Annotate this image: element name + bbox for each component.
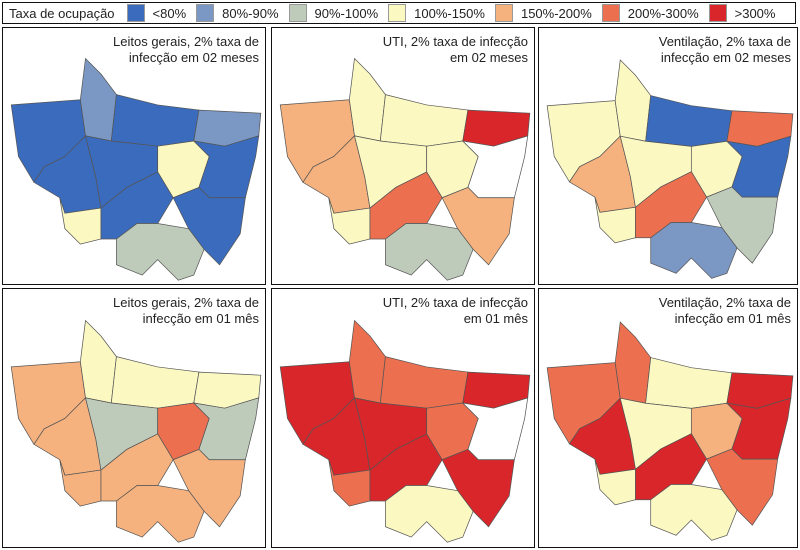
map-region (110, 94, 200, 147)
map-panel: Ventilação, 2% taxa de infecção em 02 mes… (538, 27, 798, 285)
panel-caption: Ventilação, 2% taxa de infecção em 02 mes… (659, 34, 791, 66)
caption-line1: UTI, 2% taxa de infecção (382, 295, 528, 310)
map-region (116, 223, 205, 281)
map-panel: Leitos gerais, 2% taxa de infecção em 02 … (2, 27, 266, 285)
legend-label: <80% (152, 5, 187, 21)
caption-line2: em 02 meses (449, 50, 528, 65)
legend-item: 80%-90% (196, 4, 279, 22)
map-region (645, 95, 733, 147)
map-region (385, 223, 474, 281)
map-region (614, 59, 652, 142)
caption-line1: Leitos gerais, 2% taxa de (113, 34, 259, 49)
map-region (110, 356, 200, 409)
caption-line1: UTI, 2% taxa de infecção (382, 34, 528, 49)
panel-caption: Leitos gerais, 2% taxa de infecção em 01 … (113, 295, 259, 327)
panel-caption: UTI, 2% taxa de infecção em 01 mês (383, 295, 528, 327)
panel-caption: Leitos gerais, 2% taxa de infecção em 02 … (113, 34, 259, 66)
legend-swatch (388, 4, 407, 22)
caption-line2: infecção em 02 meses (128, 50, 259, 65)
map-legend: Taxa de ocupação <80% 80%-90% 90%-100% 100%… (2, 2, 796, 24)
map-region (79, 319, 117, 404)
map (279, 57, 531, 281)
legend-item: <80% (126, 4, 187, 22)
panel-caption: Ventilação, 2% taxa de infecção em 01 mês (659, 295, 791, 327)
legend-swatch (126, 4, 145, 22)
caption-line2: infecção em 01 mês (674, 311, 791, 326)
map-region (645, 357, 733, 409)
map (546, 59, 794, 279)
legend-swatch (196, 4, 215, 22)
legend-item: >300% (708, 4, 776, 22)
caption-line2: em 01 mês (463, 311, 528, 326)
map-region (348, 319, 386, 404)
legend-label: 100%-150% (414, 5, 485, 21)
map-panel: Leitos gerais, 2% taxa de infecção em 01 … (2, 288, 266, 548)
map-region (116, 485, 205, 543)
caption-line2: infecção em 02 meses (660, 50, 791, 65)
map-region (614, 321, 652, 404)
legend-label: 80%-90% (222, 5, 279, 21)
map (279, 319, 531, 543)
map-panel: UTI, 2% taxa de infecção em 01 mês (271, 288, 535, 548)
map (10, 57, 262, 281)
map-panel: Ventilação, 2% taxa de infecção em 01 mês (538, 288, 798, 548)
map-grid: Leitos gerais, 2% taxa de infecção em 02 … (2, 27, 798, 548)
legend-label: 200%-300% (627, 5, 699, 21)
legend-item: 150%-200% (494, 4, 592, 22)
legend-swatch (601, 4, 620, 22)
legend-swatch (288, 4, 307, 22)
map (546, 321, 794, 541)
legend-label: 90%-100% (314, 5, 379, 21)
map-region (650, 222, 738, 279)
caption-line1: Ventilação, 2% taxa de (658, 295, 791, 310)
legend-item: 100%-150% (388, 4, 485, 22)
legend-swatch (708, 4, 727, 22)
legend-label: 150%-200% (520, 5, 592, 21)
legend-item: 200%-300% (601, 4, 699, 22)
map-panel: UTI, 2% taxa de infecção em 02 meses (271, 27, 535, 285)
map-region (379, 356, 469, 409)
map-region (379, 94, 469, 147)
legend-label: >300% (734, 5, 776, 21)
caption-line1: Leitos gerais, 2% taxa de (113, 295, 259, 310)
map-region (650, 484, 738, 541)
panel-caption: UTI, 2% taxa de infecção em 02 meses (383, 34, 528, 66)
map-region (348, 57, 386, 142)
map-region (79, 57, 117, 142)
legend-swatch (494, 4, 513, 22)
caption-line1: Ventilação, 2% taxa de (658, 34, 791, 49)
caption-line2: infecção em 01 mês (142, 311, 259, 326)
legend-item: 90%-100% (288, 4, 379, 22)
map-region (385, 485, 474, 543)
map (10, 319, 262, 543)
legend-title: Taxa de ocupação (9, 5, 115, 21)
